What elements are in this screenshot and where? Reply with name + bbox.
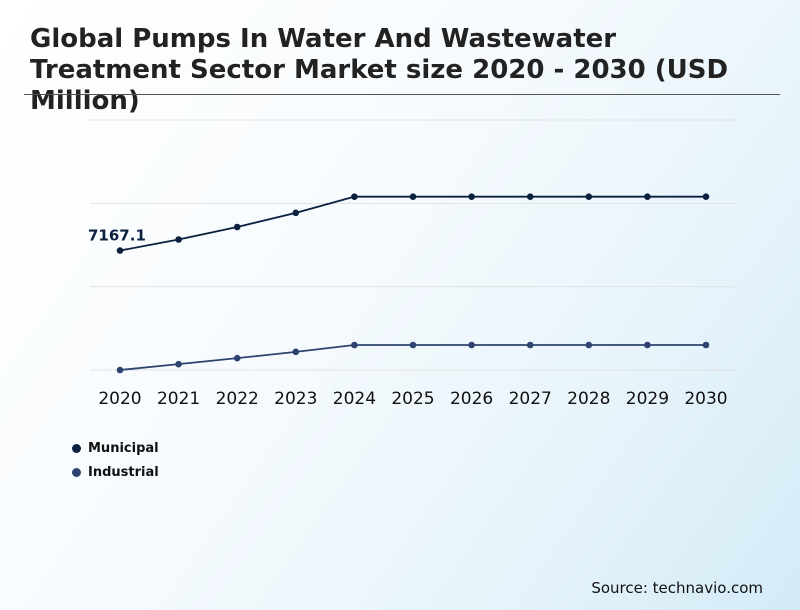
series-line: [119, 195, 706, 252]
legend: Municipal Industrial: [72, 436, 159, 484]
data-point: [175, 236, 182, 243]
chart-title: Global Pumps In Water And Wastewater Tre…: [30, 24, 729, 116]
legend-marker-industrial: [72, 467, 81, 477]
title-divider: [24, 94, 780, 95]
grid-lines: [90, 119, 736, 371]
x-tick-label: 2030: [684, 389, 727, 409]
legend-marker-municipal: [72, 443, 81, 453]
data-point: [585, 341, 593, 349]
label-group: 2020 2021 2022 2023 2024 2025 2026 2027 2028 2029…: [88, 227, 728, 409]
data-point: [292, 348, 300, 356]
data-point: [702, 341, 710, 349]
legend-label-municipal: Municipal: [88, 440, 159, 456]
x-tick-label: 2020: [98, 389, 141, 409]
data-point: [233, 354, 241, 362]
data-label: 7167.1: [88, 227, 146, 245]
data-point: [644, 341, 651, 349]
data-point: [409, 341, 417, 349]
data-point: [644, 193, 651, 200]
data-point: [351, 341, 358, 349]
legend-label-industrial: Industrial: [88, 464, 159, 480]
x-tick-label: 2022: [216, 389, 259, 409]
data-point: [292, 209, 300, 217]
data-point: [526, 341, 534, 349]
data-point: [175, 360, 182, 368]
series-group: [116, 193, 710, 374]
x-tick-label: 2021: [157, 389, 200, 409]
x-tick-label: 2023: [274, 389, 317, 409]
x-tick-label: 2026: [450, 389, 493, 409]
data-point: [468, 341, 475, 349]
x-tick-label: 2025: [391, 389, 434, 409]
series-line: [119, 344, 706, 371]
data-point: [702, 193, 710, 200]
data-point: [468, 193, 475, 200]
data-point: [526, 193, 534, 200]
data-point: [116, 366, 124, 374]
data-point: [585, 193, 593, 200]
x-tick-label: 2027: [509, 389, 552, 409]
data-point: [116, 247, 124, 254]
x-tick-label: 2029: [626, 389, 669, 409]
data-point: [409, 193, 417, 200]
data-point: [351, 193, 358, 200]
source-credit: Source: technavio.com: [591, 579, 763, 597]
x-tick-label: 2028: [567, 389, 610, 409]
legend-item-industrial[interactable]: Industrial: [72, 460, 159, 484]
x-tick-label: 2024: [333, 389, 376, 409]
legend-item-municipal[interactable]: Municipal: [72, 436, 159, 460]
data-point: [233, 223, 241, 231]
